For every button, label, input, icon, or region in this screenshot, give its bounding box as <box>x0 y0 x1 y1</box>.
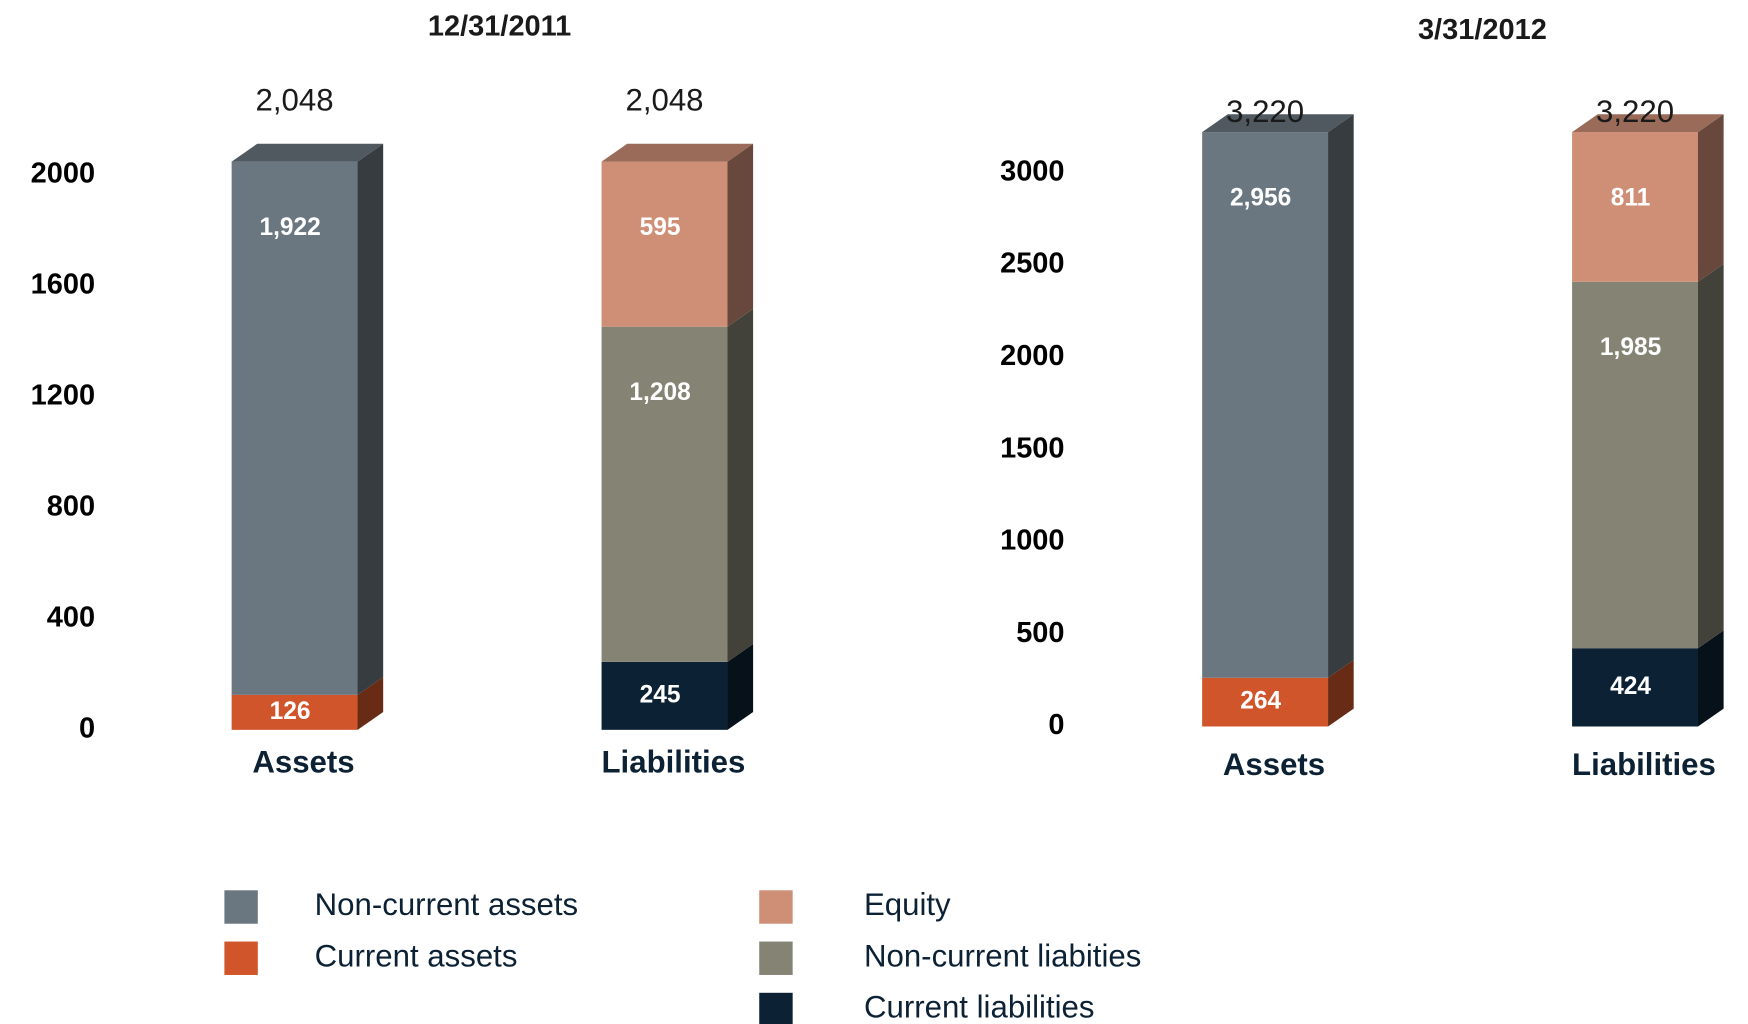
bar-side <box>357 143 384 695</box>
bar-top <box>601 143 754 162</box>
legend-swatch <box>759 890 793 924</box>
data-label: 264 <box>1240 688 1281 715</box>
y-tick-label: 500 <box>1016 617 1064 649</box>
y-tick-label: 3000 <box>1000 155 1064 187</box>
bar-side <box>727 308 754 662</box>
bar-side <box>727 143 754 327</box>
bar-segment <box>231 161 358 695</box>
bar-side <box>727 644 754 730</box>
legend-swatch <box>759 992 793 1024</box>
bar-side <box>1697 263 1724 649</box>
bar-side <box>1697 114 1724 282</box>
bar-side <box>357 677 384 730</box>
bar-segment <box>1202 132 1329 678</box>
y-tick-label: 1500 <box>1000 432 1064 464</box>
x-tick-label: Assets <box>252 745 354 780</box>
y-tick-label: 2000 <box>31 158 95 190</box>
legend-label: Equity <box>864 887 951 922</box>
bar-segment <box>1202 677 1329 727</box>
total-label: 2,048 <box>256 83 334 118</box>
legend-swatch <box>224 890 258 924</box>
legend-label: Current liabilities <box>864 990 1095 1024</box>
data-label: 1,208 <box>629 379 690 406</box>
y-tick-label: 400 <box>47 602 95 634</box>
data-label: 595 <box>640 214 681 241</box>
bar-top <box>231 143 384 162</box>
bar-segment <box>1572 648 1698 727</box>
legend-label: Non-current assets <box>315 887 578 922</box>
y-tick-label: 800 <box>47 491 95 523</box>
y-tick-label: 0 <box>1048 709 1064 741</box>
x-tick-label: Liabilities <box>1572 747 1716 782</box>
total-label: 3,220 <box>1226 94 1304 129</box>
x-tick-label: Assets <box>1223 747 1325 782</box>
data-label: 811 <box>1611 184 1651 211</box>
bar-side <box>1328 659 1354 727</box>
data-label: 1,985 <box>1600 334 1661 361</box>
chart-title: 12/31/2011 <box>428 11 571 43</box>
data-label: 126 <box>270 698 311 725</box>
data-label: 424 <box>1610 673 1651 700</box>
bar-top <box>1572 114 1724 133</box>
data-label: 245 <box>640 681 681 708</box>
y-tick-label: 1000 <box>1000 525 1064 557</box>
bar-segment <box>601 661 728 730</box>
y-tick-label: 1200 <box>31 380 95 412</box>
bar-segment <box>231 694 358 730</box>
bar-segment <box>1572 132 1698 282</box>
data-label: 1,922 <box>259 214 320 241</box>
y-tick-label: 0 <box>79 712 95 744</box>
y-tick-label: 1600 <box>31 269 95 301</box>
bar-segment <box>601 161 728 327</box>
data-label: 2,956 <box>1230 184 1291 211</box>
total-label: 2,048 <box>625 83 703 118</box>
legend-label: Current assets <box>315 938 518 973</box>
y-tick-label: 2000 <box>1000 340 1064 372</box>
legend-label: Non-current liabities <box>864 938 1141 973</box>
y-tick-label: 2500 <box>1000 248 1064 280</box>
bar-segment <box>601 326 728 662</box>
legend-swatch <box>224 941 258 975</box>
chart-title: 3/31/2012 <box>1418 14 1547 46</box>
bar-side <box>1697 630 1724 727</box>
bar-segment <box>1572 281 1698 649</box>
legend-swatch <box>759 941 793 975</box>
bar-side <box>1328 114 1354 678</box>
total-label: 3,220 <box>1596 94 1674 129</box>
x-tick-label: Liabilities <box>602 745 746 780</box>
bar-top <box>1202 114 1354 133</box>
